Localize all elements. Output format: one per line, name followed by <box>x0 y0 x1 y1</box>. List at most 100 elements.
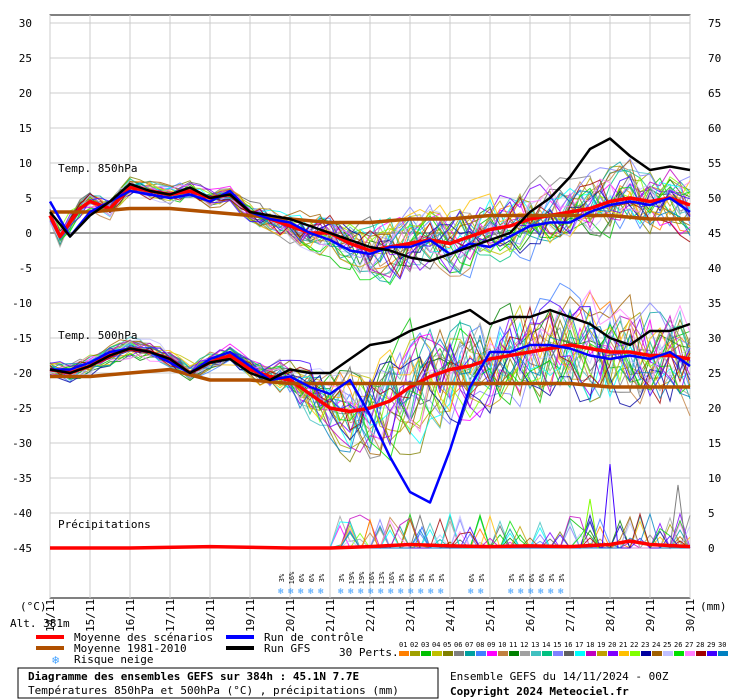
snowflake-icon: ❄ <box>308 587 314 597</box>
x-tick-label: 27/11 <box>564 599 577 632</box>
snowflake-icon: ❄ <box>438 587 444 597</box>
pert-swatch <box>663 651 673 656</box>
x-tick-label: 26/11 <box>524 599 537 632</box>
pert-label: 19 <box>597 641 605 649</box>
right-tick-label: 45 <box>708 227 721 240</box>
snow-risk-pct: 3% <box>278 573 286 582</box>
pert-swatch <box>652 651 662 656</box>
pert-swatch <box>399 651 409 656</box>
snowflake-icon: ❄ <box>558 587 564 597</box>
member-precip-peak <box>669 484 687 549</box>
right-tick-label: 20 <box>708 402 721 415</box>
pert-swatch <box>531 651 541 656</box>
pert-label: 13 <box>531 641 539 649</box>
legend-label-climate: Moyenne 1981-2010 <box>74 642 187 655</box>
left-tick-label: 15 <box>19 122 32 135</box>
left-tick-label: -25 <box>12 402 32 415</box>
pert-swatch <box>498 651 508 656</box>
pert-swatch <box>553 651 563 656</box>
member-line <box>49 293 691 456</box>
series-line <box>50 539 691 550</box>
pert-swatch <box>630 651 640 656</box>
series-line <box>49 308 691 382</box>
right-tick-label: 35 <box>708 297 721 310</box>
snow-risk-pct: 3% <box>518 573 526 582</box>
snow-risk-pct: 6% <box>308 573 316 582</box>
pert-swatch <box>696 651 706 656</box>
snowflake-icon: ❄ <box>338 587 344 597</box>
pert-swatch <box>410 651 420 656</box>
snowflake-icon: ❄ <box>52 653 59 667</box>
pert-label: 21 <box>619 641 627 649</box>
left-tick-label: -5 <box>19 262 32 275</box>
snow-risk-pct: 6% <box>408 573 416 582</box>
left-tick-label: -15 <box>12 332 32 345</box>
snowflake-icon: ❄ <box>278 587 284 597</box>
pert-label: 02 <box>410 641 418 649</box>
left-tick-label: 25 <box>19 52 32 65</box>
snow-risk-pct: 6% <box>468 573 476 582</box>
x-tick-label: 20/11 <box>284 599 297 632</box>
x-tick-label: 14/11 <box>44 599 57 632</box>
panel-label-precip: Précipitations <box>58 518 151 531</box>
series-line <box>50 367 690 389</box>
snowflake-icon: ❄ <box>368 587 374 597</box>
snow-risk-row: ❄3%❄16%❄6%❄6%❄3%❄3%❄19%❄19%❄16%❄13%❄16%❄… <box>278 571 566 597</box>
pert-label: 01 <box>399 641 407 649</box>
snowflake-icon: ❄ <box>318 587 324 597</box>
right-tick-label: 75 <box>708 17 721 30</box>
snowflake-icon: ❄ <box>378 587 384 597</box>
pert-swatch <box>641 651 651 656</box>
pert-swatch <box>465 651 475 656</box>
pert-swatch <box>421 651 431 656</box>
snowflake-icon: ❄ <box>398 587 404 597</box>
snowflake-icon: ❄ <box>408 587 414 597</box>
left-axis-label: (°C) <box>20 600 47 613</box>
x-axis: 14/11 15/11 16/11 17/11 18/11 19/11 20/11 21/11… <box>44 599 697 632</box>
pert-label: 03 <box>421 641 429 649</box>
left-tick-label: -30 <box>12 437 32 450</box>
snow-risk-pct: 3% <box>558 573 566 582</box>
pert-swatch <box>608 651 618 656</box>
member-line <box>49 289 691 441</box>
pert-label: 24 <box>652 641 660 649</box>
footer-box <box>17 667 439 699</box>
footer-run: Ensemble GEFS du 14/11/2024 - 00Z <box>450 670 669 683</box>
member-precip-peak <box>413 525 431 549</box>
pert-swatch <box>443 651 453 656</box>
snow-risk-pct: 19% <box>348 571 356 584</box>
snowflake-icon: ❄ <box>388 587 394 597</box>
legend-label-gfs: Run GFS <box>264 642 310 655</box>
pert-swatch <box>476 651 486 656</box>
snow-risk-pct: 3% <box>508 573 516 582</box>
footer-subtitle: Températures 850hPa et 500hPa (°C) , pré… <box>28 684 399 697</box>
pert-label: 25 <box>663 641 671 649</box>
pert-swatch <box>707 651 717 656</box>
x-tick-label: 15/11 <box>84 599 97 632</box>
snow-risk-pct: 6% <box>528 573 536 582</box>
left-tick-label: 10 <box>19 157 32 170</box>
snow-risk-pct: 3% <box>318 573 326 582</box>
left-tick-label: 30 <box>19 17 32 30</box>
member-precip-peak <box>361 518 379 549</box>
pert-swatch <box>674 651 684 656</box>
right-tick-label: 50 <box>708 192 721 205</box>
snowflake-icon: ❄ <box>468 587 474 597</box>
pert-label: 06 <box>454 641 462 649</box>
perts-legend: 01 02 03 04 05 06 07 08 09 10 11 12 13 14 15 16 17 18 19 20… <box>399 641 728 656</box>
snow-risk-pct: 3% <box>418 573 426 582</box>
left-tick-label: -40 <box>12 507 32 520</box>
snow-risk-pct: 3% <box>478 573 486 582</box>
x-tick-label: 29/11 <box>644 599 657 632</box>
pert-label: 15 <box>553 641 561 649</box>
snow-risk-pct: 6% <box>538 573 546 582</box>
right-tick-label: 40 <box>708 262 721 275</box>
pert-swatch <box>520 651 530 656</box>
snowflake-icon: ❄ <box>518 587 524 597</box>
x-tick-label: 16/11 <box>124 599 137 632</box>
right-tick-label: 55 <box>708 157 721 170</box>
pert-label: 18 <box>586 641 594 649</box>
footer-title: Diagramme des ensembles GEFS sur 384h : … <box>28 670 359 683</box>
snowflake-icon: ❄ <box>348 587 354 597</box>
